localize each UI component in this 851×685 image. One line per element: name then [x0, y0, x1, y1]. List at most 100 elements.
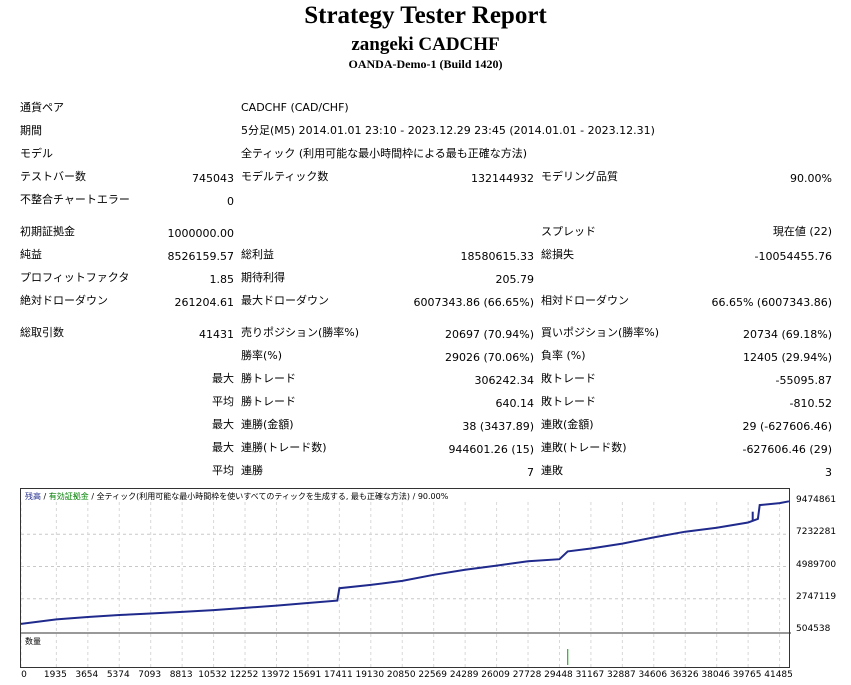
deposit-label: 初期証拠金 — [20, 225, 75, 238]
x-tick-label: 19130 — [355, 670, 385, 680]
balance-line-series-0 — [21, 500, 790, 625]
x-tick-label: 26009 — [481, 670, 510, 680]
quality-value: 90.00% — [790, 172, 832, 185]
largest-loss-value: -55095.87 — [775, 374, 832, 387]
x-tick-label: 24289 — [449, 670, 479, 680]
legend-sep-3: / — [410, 492, 418, 501]
x-tick-label: 10532 — [198, 670, 227, 680]
gross-profit-value: 18580615.33 — [460, 250, 534, 263]
max-word-3: 最大 — [212, 441, 234, 454]
x-tick-label: 3654 — [75, 670, 99, 680]
x-tick-label: 15691 — [292, 670, 322, 680]
short-positions-label: 売りポジション(勝率%) — [241, 326, 360, 339]
ticks-label: モデルティック数 — [241, 170, 329, 183]
gross-profit-label: 総利益 — [241, 248, 274, 261]
x-tick-label: 39765 — [732, 670, 762, 680]
bars-value: 745043 — [192, 172, 234, 185]
x-tick-label: 20850 — [386, 670, 416, 680]
x-tick-label: 5374 — [106, 670, 130, 680]
largest-win-value: 306242.34 — [474, 374, 535, 387]
max-drawdown-label: 最大ドローダウン — [241, 294, 329, 307]
y-tick-label: 2747119 — [796, 591, 837, 602]
x-tick-label: 1935 — [43, 670, 67, 680]
max-drawdown-value: 6007343.86 (66.65%) — [413, 296, 534, 309]
cons-losses-money-label: 連敗(金額) — [541, 418, 594, 431]
loss-rate-value: 12405 (29.94%) — [742, 351, 832, 364]
avg-loss-value: -810.52 — [789, 397, 832, 410]
avg-word: 平均 — [212, 395, 234, 408]
x-tick-label: 34606 — [638, 670, 668, 680]
total-trades-value: 41431 — [199, 328, 234, 341]
volume-label: 数量 — [25, 637, 41, 646]
max-word: 最大 — [212, 372, 234, 385]
legend-balance: 残高 — [25, 492, 41, 501]
x-tick-label: 13972 — [261, 670, 290, 680]
y-tick-label: 504538 — [796, 624, 831, 634]
profit-factor-label: プロフィットファクタ — [20, 271, 130, 284]
x-tick-label: 17411 — [324, 670, 353, 680]
x-tick-label: 32887 — [607, 670, 636, 680]
model-label: モデル — [20, 147, 53, 160]
expected-payoff-value: 205.79 — [495, 273, 535, 286]
cons-losses-money-value: 29 (-627606.46) — [742, 420, 832, 433]
cons-profit-label: 連勝(トレード数) — [241, 441, 327, 454]
loss-rate-label: 負率 (%) — [541, 349, 586, 362]
period-label: 期間 — [20, 124, 42, 137]
cons-loss-value: -627606.46 (29) — [742, 443, 832, 456]
balance-chart-svg — [21, 500, 791, 667]
avg-word-2: 平均 — [212, 464, 234, 477]
legend-quality: 90.00% — [417, 492, 449, 501]
period-value: 5分足(M5) 2014.01.01 23:10 - 2023.12.29 23… — [241, 124, 655, 137]
balance-chart: 残高 / 有効証拠金 / 全ティック(利用可能な最小時間枠を使いすべてのティック… — [20, 488, 791, 668]
largest-loss-label: 敗トレード — [541, 372, 596, 385]
spread-value: 現在値 (22) — [772, 225, 832, 238]
absolute-drawdown-label: 絶対ドローダウン — [20, 294, 108, 307]
win-rate-label: 勝率(%) — [241, 349, 283, 362]
x-tick-label: 31167 — [575, 670, 605, 680]
ticks-value: 132144932 — [471, 172, 534, 185]
currency-pair-value: CADCHF (CAD/CHF) — [241, 101, 349, 114]
total-trades-label: 総取引数 — [20, 326, 64, 339]
cons-wins-money-value: 38 (3437.89) — [462, 420, 534, 433]
x-tick-label: 0 — [21, 670, 27, 680]
x-tick-label: 41485 — [764, 670, 793, 680]
errors-value: 0 — [227, 195, 234, 208]
quality-label: モデリング品質 — [541, 170, 618, 183]
relative-drawdown-label: 相対ドローダウン — [541, 294, 629, 307]
deposit-value: 1000000.00 — [167, 227, 234, 240]
legend-sep-2: / — [88, 492, 97, 501]
long-positions-label: 買いポジション(勝率%) — [541, 326, 660, 339]
cons-wins-money-label: 連勝(金額) — [241, 418, 294, 431]
y-tick-label: 9474861 — [796, 495, 837, 505]
relative-drawdown-value: 66.65% (6007343.86) — [711, 296, 832, 309]
legend-sep-1: / — [41, 492, 49, 501]
y-tick-label: 4989700 — [796, 559, 837, 570]
report-subtitle: zangeki CADCHF — [351, 34, 500, 55]
avg-win-value: 640.14 — [495, 397, 535, 410]
legend-equity: 有効証拠金 — [48, 492, 89, 501]
x-tick-label: 8813 — [169, 670, 193, 680]
avg-cons-wins-label: 連勝 — [241, 464, 263, 477]
chart-legend: 残高 / 有効証拠金 / 全ティック(利用可能な最小時間枠を使いすべてのティック… — [25, 491, 448, 502]
errors-label: 不整合チャートエラー — [20, 193, 130, 206]
model-value: 全ティック (利用可能な最小時間枠による最も正確な方法) — [241, 147, 528, 160]
cons-loss-label: 連敗(トレード数) — [541, 441, 627, 454]
largest-win-label: 勝トレード — [241, 372, 296, 385]
report-title: Strategy Tester Report — [304, 2, 547, 29]
absolute-drawdown-value: 261204.61 — [174, 296, 235, 309]
net-profit-label: 純益 — [20, 248, 42, 261]
avg-cons-wins-value: 7 — [527, 466, 534, 479]
net-profit-value: 8526159.57 — [167, 250, 234, 263]
avg-cons-losses-label: 連敗 — [541, 464, 563, 477]
x-tick-label: 36326 — [669, 670, 699, 680]
currency-pair-label: 通貨ペア — [20, 101, 64, 114]
gross-loss-label: 総損失 — [541, 248, 574, 261]
max-word-2: 最大 — [212, 418, 234, 431]
x-tick-label: 22569 — [418, 670, 448, 680]
gross-loss-value: -10054455.76 — [754, 250, 832, 263]
profit-factor-value: 1.85 — [209, 273, 235, 286]
legend-model: 全ティック(利用可能な最小時間枠を使いすべてのティックを生成する, 最も正確な方… — [96, 492, 411, 501]
x-tick-label: 29448 — [544, 670, 573, 680]
expected-payoff-label: 期待利得 — [241, 271, 285, 284]
server-name: OANDA-Demo-1 (Build 1420) — [348, 57, 503, 71]
